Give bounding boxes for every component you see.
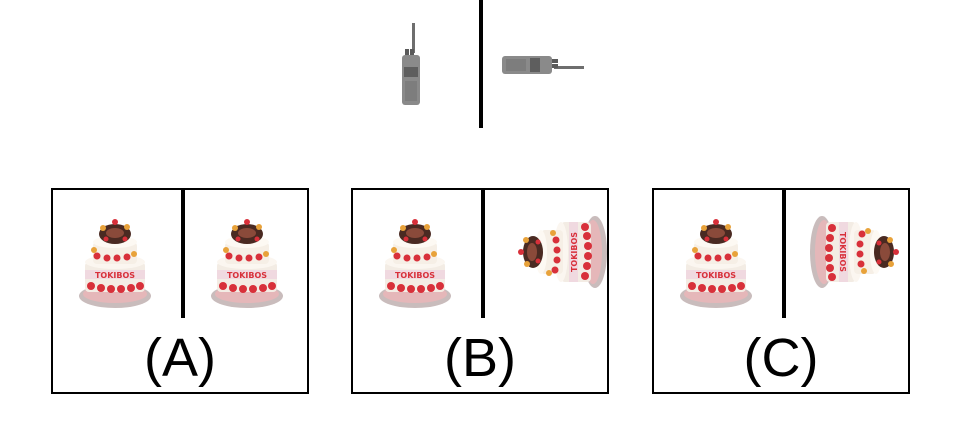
cake-rotated-clockwise-icon [806,214,906,290]
walkie-talkie-rotated-icon [500,50,584,80]
option-a-panel[interactable]: (A) [51,188,309,394]
option-a-label: (A) [144,328,216,388]
cake-upright-icon [377,212,453,312]
option-c-label: (C) [743,328,819,388]
option-b-label: (B) [444,328,516,388]
option-c-divider [782,190,786,318]
reference-divider [479,0,483,128]
option-b-divider [481,190,485,318]
option-c-panel[interactable]: (C) [652,188,910,394]
cake-upright-icon [678,212,754,312]
option-a-divider [181,190,185,318]
cake-upright-icon [77,212,153,312]
option-b-panel[interactable]: (B) [351,188,609,394]
walkie-talkie-upright-icon [396,23,426,107]
cake-rotated-counterclockwise-icon [511,214,611,290]
cake-upright-icon [209,212,285,312]
